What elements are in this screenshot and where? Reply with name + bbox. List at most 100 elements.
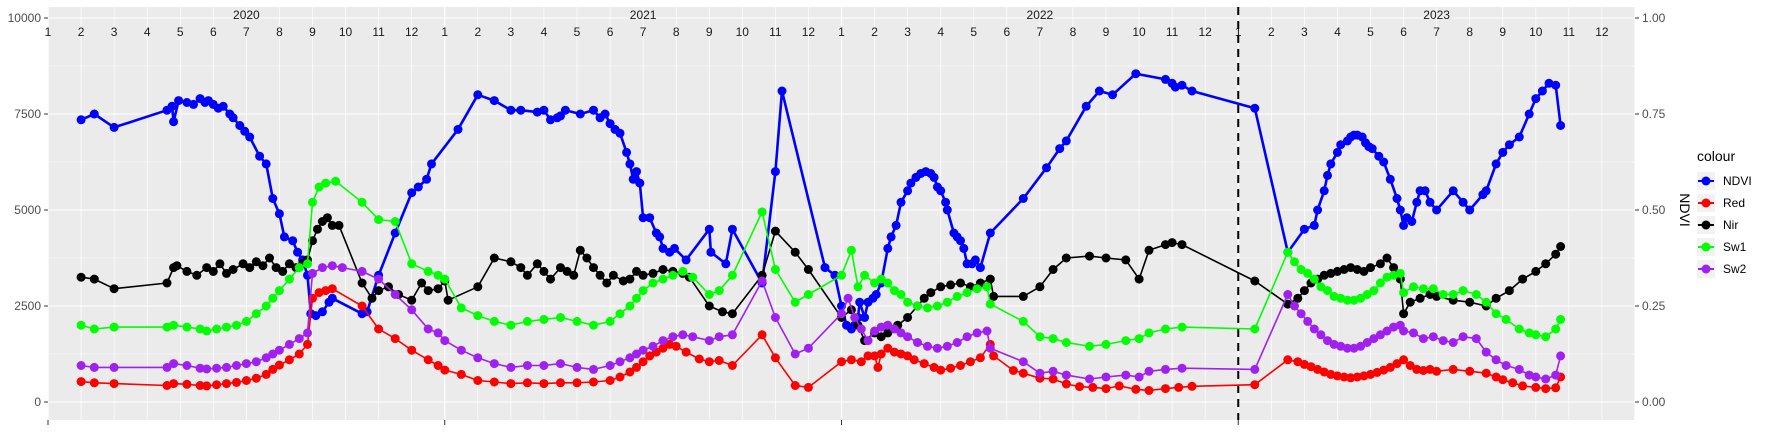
data-point-ndvi (929, 172, 939, 182)
data-point-sw2 (1375, 330, 1385, 340)
data-point-ndvi (279, 232, 289, 242)
data-point-sw2 (407, 305, 417, 315)
data-point-sw1 (714, 286, 724, 296)
data-point-ndvi (422, 174, 432, 184)
data-point-red (645, 351, 655, 361)
data-point-ndvi (706, 247, 716, 257)
legend-key-point-sw1 (1701, 242, 1711, 252)
data-point-sw1 (952, 291, 962, 301)
year-label: 2023 (1423, 8, 1450, 22)
data-point-ndvi (936, 186, 946, 196)
data-point-sw1 (658, 274, 668, 284)
data-point-nir (1144, 245, 1154, 255)
data-point-sw2 (1018, 357, 1028, 367)
data-point-nir (1389, 263, 1399, 273)
data-point-nir (1556, 242, 1566, 251)
data-point-red (274, 360, 284, 370)
data-point-sw1 (284, 274, 294, 284)
data-point-sw1 (357, 197, 367, 207)
data-point-nir (506, 257, 516, 267)
data-point-red (109, 379, 119, 389)
data-point-ndvi (1395, 205, 1405, 215)
data-point-red (956, 361, 965, 370)
data-point-red (1174, 382, 1184, 392)
data-point-sw2 (1101, 372, 1111, 382)
data-point-red (1008, 366, 1018, 375)
data-point-sw2 (850, 313, 860, 322)
legend-label-ndvi: NDVI (1723, 174, 1752, 188)
month-label: 3 (1301, 25, 1308, 39)
month-label: 12 (1199, 25, 1213, 39)
month-label: 7 (1037, 25, 1044, 39)
data-point-red (1332, 371, 1342, 381)
data-point-red (390, 334, 400, 344)
data-point-sw2 (1061, 370, 1071, 380)
data-point-ndvi (453, 124, 463, 134)
data-point-sw2 (109, 362, 119, 372)
data-point-ndvi (1498, 147, 1508, 157)
month-label: 11 (1166, 25, 1179, 39)
data-point-nir (1134, 274, 1144, 284)
data-point-sw1 (1375, 278, 1385, 288)
data-point-nir (284, 259, 294, 269)
data-point-sw1 (1309, 274, 1319, 284)
data-point-sw2 (522, 361, 532, 370)
data-point-nir (718, 307, 727, 317)
data-point-sw1 (982, 282, 992, 292)
data-point-sw2 (539, 361, 549, 370)
data-point-nir (1375, 259, 1385, 269)
data-point-red (202, 381, 212, 391)
data-point-sw1 (308, 197, 317, 207)
data-point-nir (202, 263, 212, 273)
month-label: 10 (339, 25, 353, 39)
data-point-ndvi (1425, 197, 1435, 207)
data-point-sw1 (331, 176, 341, 186)
data-point-nir (582, 253, 592, 263)
data-point-ndvi (628, 174, 638, 184)
data-point-red (589, 377, 598, 387)
data-point-sw2 (337, 263, 347, 273)
data-point-nir (1018, 291, 1028, 301)
data-point-sw1 (456, 303, 466, 313)
data-point-sw1 (896, 290, 906, 299)
data-point-sw2 (1531, 372, 1541, 382)
data-point-red (522, 378, 532, 388)
data-point-ndvi (407, 188, 417, 198)
data-point-ndvi (575, 109, 585, 119)
data-point-ndvi (489, 96, 499, 106)
month-label: 4 (144, 25, 151, 39)
data-point-ndvi (632, 167, 641, 177)
data-point-ndvi (959, 243, 969, 253)
data-point-sw1 (985, 299, 995, 309)
y-axis-left: 0 2500 5000 7500 10000 (8, 11, 48, 409)
data-point-sw1 (1048, 334, 1058, 344)
data-point-ndvi (89, 109, 99, 119)
data-point-red (1346, 373, 1356, 383)
data-point-red (790, 381, 800, 390)
data-point-sw2 (251, 357, 261, 367)
data-point-nir (575, 245, 585, 255)
data-point-ndvi (327, 293, 337, 303)
data-point-sw2 (1144, 366, 1154, 376)
data-point-nir (632, 266, 641, 276)
data-point-sw2 (790, 349, 800, 359)
legend: colour NDVI Red Nir Sw1 Sw2 (1697, 148, 1752, 278)
y-tick-label-left: 7500 (14, 107, 41, 121)
data-point-red (1498, 375, 1508, 385)
data-point-red (903, 351, 913, 361)
data-point-nir (374, 286, 384, 296)
data-point-red (1399, 355, 1409, 365)
data-point-red (251, 373, 261, 383)
data-point-nir (1177, 240, 1187, 250)
month-label: 9 (706, 25, 713, 39)
data-point-sw1 (303, 259, 312, 269)
data-point-sw2 (1342, 343, 1352, 353)
data-point-sw2 (942, 341, 952, 351)
data-point-red (1018, 368, 1028, 378)
data-point-ndvi (506, 105, 516, 115)
data-point-ndvi (255, 151, 265, 161)
data-point-nir (1121, 255, 1131, 265)
data-point-nir (473, 282, 483, 292)
data-point-sw1 (1296, 265, 1306, 274)
series-ndvi (76, 69, 1566, 334)
